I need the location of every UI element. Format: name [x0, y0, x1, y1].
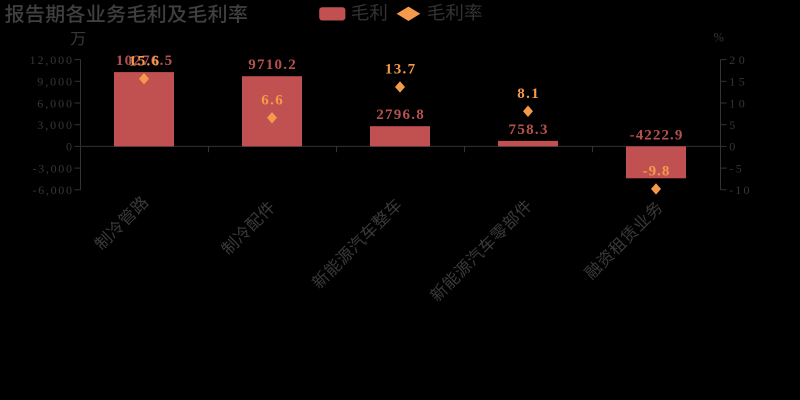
svg-text:10276.5: 10276.5 [116, 53, 172, 69]
svg-text:758.3: 758.3 [509, 122, 548, 138]
svg-text:6.6: 6.6 [261, 93, 283, 109]
svg-text:9,000: 9,000 [37, 75, 72, 89]
svg-text:15.6: 15.6 [129, 54, 160, 70]
svg-text:9710.2: 9710.2 [248, 57, 296, 73]
svg-text:2796.8: 2796.8 [376, 107, 424, 123]
svg-text:-9.8: -9.8 [643, 164, 670, 180]
svg-text:8.1: 8.1 [517, 86, 539, 102]
svg-text:0: 0 [66, 140, 72, 154]
svg-text:3,000: 3,000 [37, 118, 72, 132]
svg-text:13.7: 13.7 [385, 62, 416, 78]
svg-text:-5: -5 [729, 161, 742, 175]
svg-text:-3,000: -3,000 [33, 161, 73, 175]
svg-text:-6,000: -6,000 [33, 183, 73, 197]
svg-text:-4222.9: -4222.9 [630, 127, 683, 143]
svg-text:12,000: 12,000 [30, 53, 72, 67]
svg-text:0: 0 [729, 140, 735, 154]
svg-text:5: 5 [729, 118, 735, 132]
svg-text:%: % [713, 30, 723, 44]
svg-text:-10: -10 [729, 183, 749, 197]
svg-text:6,000: 6,000 [37, 96, 72, 110]
